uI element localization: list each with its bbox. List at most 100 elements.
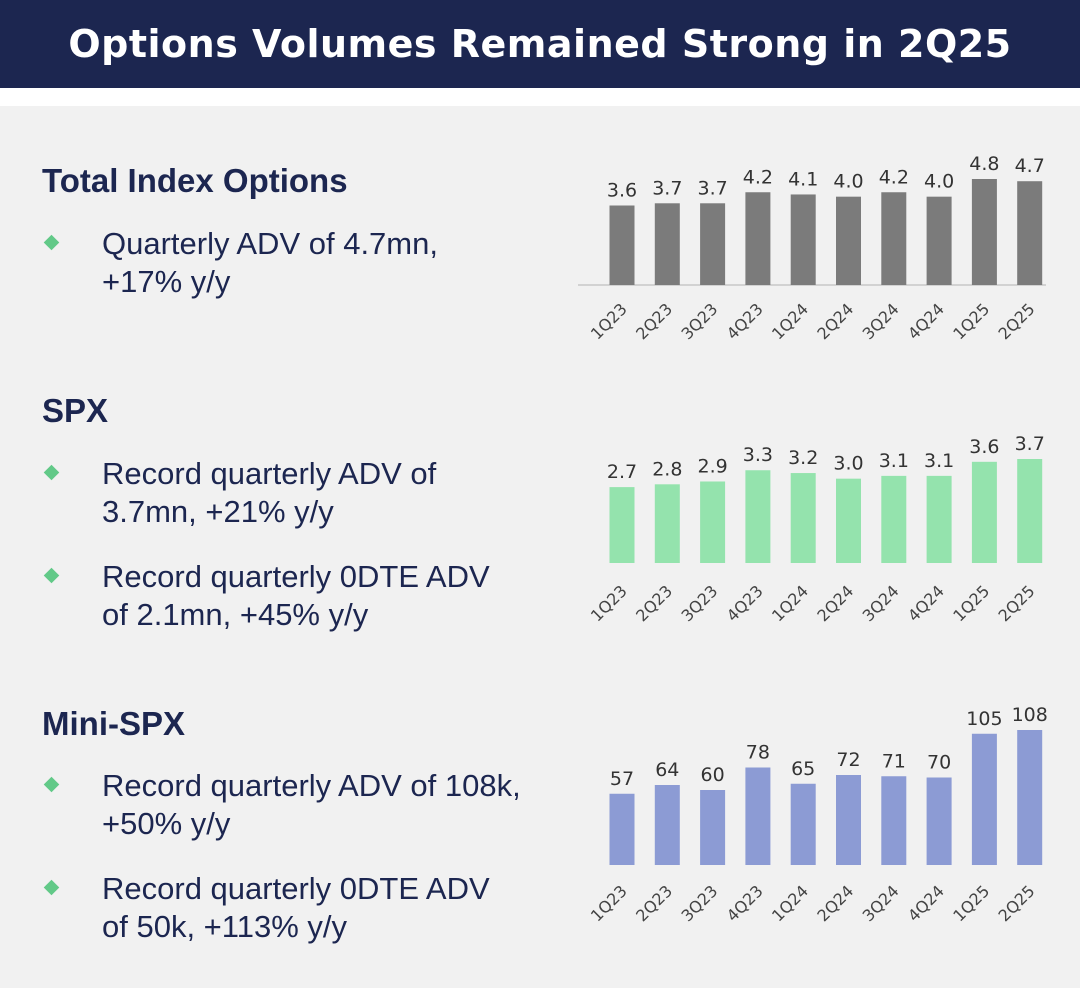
x-tick-label-2q23: 2Q23	[632, 581, 676, 625]
data-label-2q24: 72	[836, 749, 860, 771]
data-label-4q24: 3.1	[924, 450, 954, 472]
bar-2q24	[836, 775, 861, 865]
x-tick-label-3q24: 3Q24	[859, 581, 903, 625]
bar-1q23	[609, 205, 635, 285]
x-tick-label-2q24: 2Q24	[813, 881, 857, 925]
x-tick-label-3q23: 3Q23	[677, 881, 721, 925]
x-tick-label-1q24: 1Q24	[768, 881, 812, 925]
x-tick-label-1q23: 1Q23	[587, 581, 631, 625]
data-label-1q25: 105	[966, 708, 1002, 730]
data-label-4q23: 3.3	[743, 444, 773, 466]
data-label-4q23: 4.2	[743, 166, 773, 188]
data-label-3q24: 4.2	[879, 166, 909, 188]
x-tick-label-4q24: 4Q24	[904, 581, 948, 625]
data-label-2q23: 64	[655, 759, 679, 781]
x-tick-label-1q25: 1Q25	[949, 881, 993, 925]
section-heading-spx: SPX	[42, 392, 109, 429]
data-label-3q23: 60	[701, 764, 725, 786]
data-label-1q25: 4.8	[969, 153, 999, 175]
data-label-4q24: 70	[927, 752, 951, 774]
data-label-2q23: 2.8	[652, 458, 682, 480]
data-label-3q24: 71	[882, 750, 906, 772]
x-tick-label-1q23: 1Q23	[587, 299, 631, 343]
bullet-text: Record quarterly ADV of 3.7mn, +21% y/y	[102, 456, 437, 529]
bullet-text: Record quarterly 0DTE ADV of 50k, +113% …	[102, 871, 490, 944]
bullet-text: Record quarterly 0DTE ADV of 2.1mn, +45%…	[102, 559, 490, 632]
x-tick-label-4q23: 4Q23	[723, 581, 767, 625]
bar-1q24	[790, 783, 816, 865]
bar-2q23	[654, 785, 680, 865]
bar-3q23	[700, 790, 726, 865]
bar-2q24	[836, 478, 861, 563]
data-label-2q25: 108	[1012, 704, 1048, 726]
data-label-4q23: 78	[746, 742, 770, 764]
data-label-3q24: 3.1	[879, 450, 909, 472]
x-tick-label-1q25: 1Q25	[949, 299, 993, 343]
diamond-bullet-icon	[43, 776, 60, 793]
diamond-bullet-icon	[43, 879, 60, 896]
bar-1q24	[790, 194, 816, 285]
bullet-text: Quarterly ADV of 4.7mn, +17% y/y	[102, 226, 438, 299]
diamond-bullet-icon	[43, 464, 60, 481]
x-tick-label-4q23: 4Q23	[723, 881, 767, 925]
bar-4q24	[926, 475, 952, 563]
bar-1q23	[609, 793, 635, 865]
bar-3q24	[881, 192, 907, 285]
bar-4q23	[745, 192, 771, 285]
data-label-1q24: 65	[791, 758, 815, 780]
section-heading-mini-spx: Mini-SPX	[42, 705, 186, 742]
bar-2q24	[836, 196, 861, 285]
bar-4q24	[926, 777, 952, 865]
bar-3q24	[881, 776, 907, 865]
bar-1q24	[790, 473, 816, 563]
data-label-1q23: 57	[610, 768, 634, 790]
diamond-bullet-icon	[43, 234, 60, 251]
bar-1q25	[971, 733, 997, 865]
x-tick-label-4q23: 4Q23	[723, 299, 767, 343]
diamond-bullet-icon	[43, 567, 60, 584]
mini-spx-bar-chart: 57 1Q23 64 2Q23 60 3Q23 78 4Q23 65 1Q24 72 2Q24 71 3Q…	[587, 704, 1048, 925]
data-label-1q25: 3.6	[969, 436, 999, 458]
x-tick-label-2q23: 2Q23	[632, 881, 676, 925]
spx-bar-chart: 2.7 1Q23 2.8 2Q23 2.9 3Q23 3.3 4Q23 3.2 1Q24 3.0 2Q…	[587, 433, 1045, 625]
bar-1q23	[609, 487, 635, 563]
x-tick-label-1q24: 1Q24	[768, 299, 812, 343]
data-label-1q24: 3.2	[788, 447, 818, 469]
bullet-text: Record quarterly ADV of 108k, +50% y/y	[102, 768, 521, 841]
data-label-1q24: 4.1	[788, 168, 818, 190]
bar-2q23	[654, 484, 680, 563]
bar-3q23	[700, 481, 726, 563]
data-label-2q24: 4.0	[833, 171, 863, 193]
bar-1q25	[971, 179, 997, 285]
x-tick-label-4q24: 4Q24	[904, 881, 948, 925]
data-label-1q23: 3.6	[607, 180, 637, 202]
bar-2q25	[1017, 459, 1043, 563]
x-tick-label-3q24: 3Q24	[859, 881, 903, 925]
x-tick-label-4q24: 4Q24	[904, 299, 948, 343]
data-label-2q24: 3.0	[833, 453, 863, 475]
data-label-1q23: 2.7	[607, 461, 637, 483]
x-tick-label-3q24: 3Q24	[859, 299, 903, 343]
data-label-4q24: 4.0	[924, 171, 954, 193]
title-bar: Options Volumes Remained Strong in 2Q25	[0, 0, 1080, 88]
data-label-2q25: 4.7	[1015, 155, 1045, 177]
x-tick-label-2q25: 2Q25	[995, 299, 1039, 343]
total-index-options-bar-chart: 3.6 1Q23 3.7 2Q23 3.7 3Q23 4.2 4Q23 4.1 1Q24 4.0 2Q…	[578, 153, 1046, 343]
x-tick-label-2q23: 2Q23	[632, 299, 676, 343]
section-heading-total-index-options: Total Index Options	[42, 162, 348, 199]
bar-4q23	[745, 470, 771, 563]
bar-4q23	[745, 767, 771, 865]
bar-3q24	[881, 475, 907, 563]
data-label-2q25: 3.7	[1015, 433, 1045, 455]
x-tick-label-2q24: 2Q24	[813, 299, 857, 343]
x-tick-label-2q25: 2Q25	[995, 581, 1039, 625]
bar-3q23	[700, 203, 726, 285]
title-underline-band	[0, 88, 1080, 106]
bar-2q23	[654, 203, 680, 285]
data-label-2q23: 3.7	[652, 177, 682, 199]
bar-2q25	[1017, 730, 1043, 865]
data-label-3q23: 2.9	[697, 455, 727, 477]
data-label-3q23: 3.7	[697, 177, 727, 199]
x-tick-label-1q23: 1Q23	[587, 881, 631, 925]
x-tick-label-2q24: 2Q24	[813, 581, 857, 625]
